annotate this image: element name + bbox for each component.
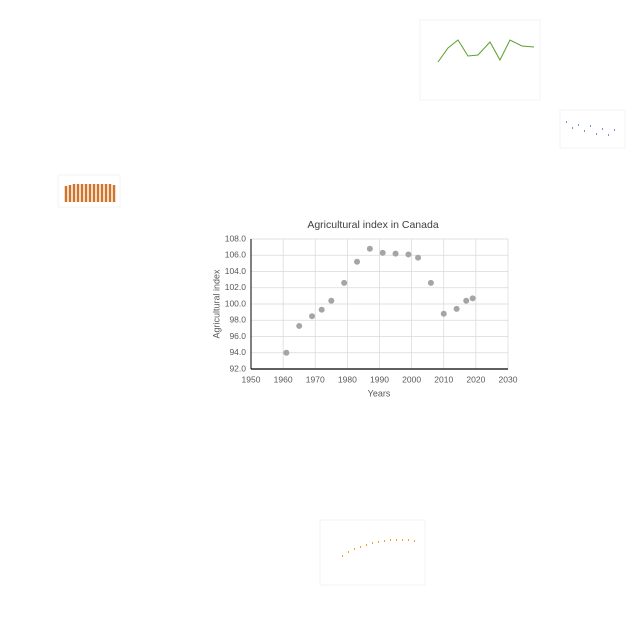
x-tick-label: 2030 — [499, 374, 518, 384]
chart-title: Agricultural index in Canada — [307, 219, 438, 231]
thumbnail — [559, 109, 626, 149]
thumbnail-points — [566, 121, 615, 136]
data-point — [296, 322, 303, 329]
y-tick-label: 96.0 — [229, 331, 246, 341]
data-point — [405, 251, 412, 258]
y-tick-label: 92.0 — [229, 363, 246, 373]
thumbnail — [419, 19, 541, 101]
thumbnail-frame — [559, 109, 626, 149]
y-tick-label: 100.0 — [225, 298, 247, 308]
data-point — [379, 249, 386, 256]
data-point — [415, 254, 422, 261]
thumbnail — [319, 519, 426, 586]
thumbnail-frame — [319, 519, 426, 586]
x-tick-label: 2020 — [466, 374, 485, 384]
data-point — [392, 250, 399, 257]
x-tick-label: 1980 — [338, 374, 357, 384]
y-tick-label: 106.0 — [225, 250, 247, 260]
data-point — [427, 279, 434, 286]
thumbnail-frame — [419, 19, 541, 101]
x-tick-label: 1960 — [274, 374, 293, 384]
thumbnail — [57, 174, 121, 208]
thumbnail-points — [342, 539, 415, 557]
data-point — [354, 258, 361, 265]
x-tick-label: 2010 — [434, 374, 453, 384]
data-point — [283, 349, 290, 356]
y-tick-label: 108.0 — [225, 233, 247, 243]
x-tick-label: 1950 — [242, 374, 261, 384]
x-axis-label: Years — [368, 388, 391, 398]
thumbnail-line — [437, 39, 535, 63]
data-point — [366, 245, 373, 252]
data-point — [463, 297, 470, 304]
data-point — [341, 279, 348, 286]
data-point — [453, 305, 460, 312]
data-point — [309, 313, 316, 320]
data-point — [469, 295, 476, 302]
y-axis-label: Agricultural index — [211, 269, 221, 339]
y-tick-label: 94.0 — [229, 347, 246, 357]
data-point — [328, 297, 335, 304]
x-tick-label: 1990 — [370, 374, 389, 384]
x-tick-label: 2000 — [402, 374, 421, 384]
y-tick-label: 98.0 — [229, 315, 246, 325]
thumbnail-bars — [64, 184, 116, 202]
data-point — [318, 306, 325, 313]
data-point — [440, 310, 447, 317]
y-tick-label: 102.0 — [225, 282, 247, 292]
x-tick-label: 1970 — [306, 374, 325, 384]
y-tick-label: 104.0 — [225, 266, 247, 276]
